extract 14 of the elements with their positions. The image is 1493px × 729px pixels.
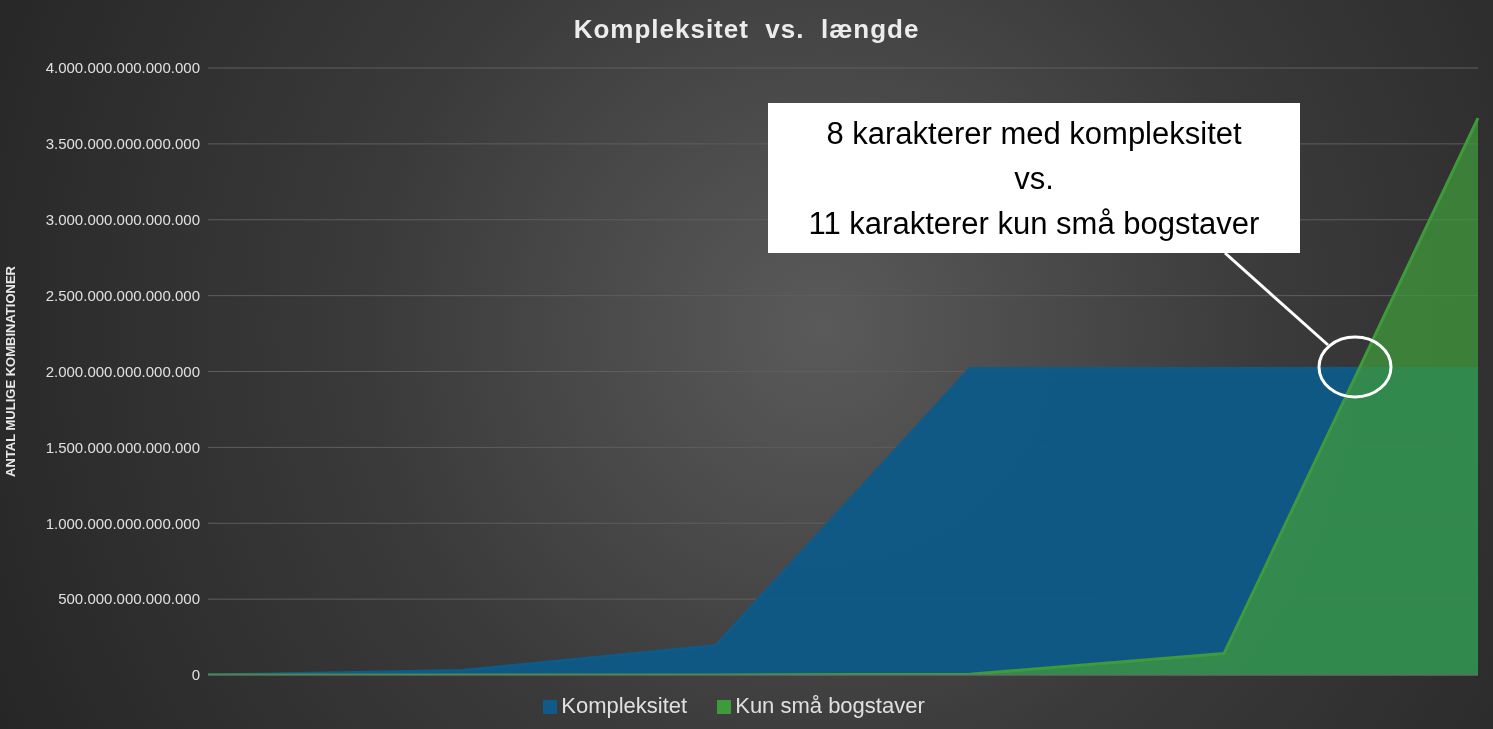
- y-tick-label: 1.500.000.000.000.000: [45, 438, 200, 456]
- y-tick-label: 3.000.000.000.000.000: [45, 211, 200, 229]
- y-tick-label: 3.500.000.000.000.000: [45, 135, 200, 153]
- y-tick-label: 4.000.000.000.000.000: [45, 59, 200, 77]
- legend-label: Kun små bogstaver: [735, 693, 925, 718]
- y-tick-label: 0: [191, 666, 200, 684]
- y-tick-label: 2.000.000.000.000.000: [45, 362, 200, 380]
- legend-label: Kompleksitet: [561, 693, 688, 718]
- annotation: 8 karakterer med kompleksitet vs. 11 karakterer kun små bogstaver: [768, 103, 1300, 253]
- y-axis-title: ANTAL MULIGE KOMBINATIONER: [2, 265, 18, 477]
- chart-title: Kompleksitet vs. længde: [572, 14, 921, 45]
- y-tick-label: 500.000.000.000.000: [58, 590, 200, 608]
- y-tick-label: 2.500.000.000.000.000: [45, 286, 200, 304]
- y-tick-label: 1.000.000.000.000.000: [45, 514, 200, 532]
